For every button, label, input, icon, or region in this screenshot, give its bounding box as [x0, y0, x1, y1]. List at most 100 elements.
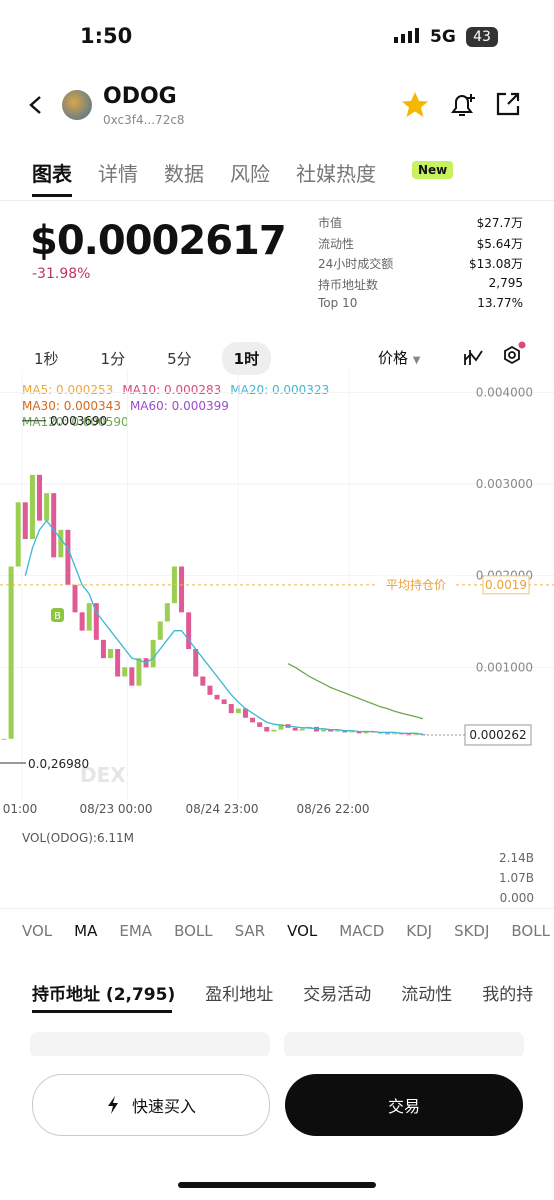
signal-icon [394, 28, 419, 43]
bottom-tab[interactable]: 盈利地址 [205, 985, 274, 1005]
ma-line [287, 663, 424, 720]
stat-value: $27.7万 [476, 216, 523, 230]
indicator-bar: VOL MA EMA BOLL SAR VOL MACD KDJ SKDJ BOLL [22, 922, 550, 940]
alert-button[interactable] [447, 90, 477, 120]
token-name: ODOG [103, 84, 177, 109]
x-tick-label: 08/24 23:00 [186, 802, 259, 816]
candle [58, 529, 64, 558]
x-tick-label: 08/23 00:00 [80, 802, 153, 816]
price-toggle[interactable]: 价格 ▼ [378, 349, 421, 367]
candle [164, 603, 170, 622]
candle [79, 612, 85, 631]
indicator[interactable]: VOL [22, 922, 53, 940]
ma-legend-item: MA20: 0.000323 [230, 383, 330, 397]
candle [100, 639, 106, 659]
interval[interactable]: 1分 [100, 350, 126, 368]
indicator[interactable]: VOL [287, 922, 318, 940]
candle [299, 728, 305, 731]
tab-bar: 图表 详情 数据 风险 社媒热度 [32, 158, 376, 187]
stat-row: 市值 $27.7万 [318, 214, 523, 235]
indicator[interactable]: MA [74, 922, 98, 940]
candle [150, 639, 156, 668]
candle [129, 667, 135, 686]
bottom-tab[interactable]: 交易活动 [303, 985, 372, 1005]
indicator[interactable]: EMA [119, 922, 153, 940]
candle [221, 699, 227, 704]
stat-label: 24小时成交额 [318, 257, 394, 271]
volume-tick: 0.000 [499, 891, 534, 905]
volume-ticks: 2.14B 1.07B 0.000 [470, 848, 534, 908]
stat-label: 流动性 [318, 236, 355, 251]
tab[interactable]: 详情 [98, 162, 138, 186]
bottom-tabs: 持币地址 (2,795) 盈利地址 交易活动 流动性 我的持 [32, 980, 533, 1005]
candle [86, 603, 92, 631]
tab[interactable]: 图表 [32, 162, 72, 186]
candle [392, 733, 398, 735]
quick-buy-label: 快速买入 [131, 1097, 196, 1116]
volume-tick: 2.14B [499, 851, 534, 865]
back-button[interactable] [26, 94, 46, 116]
indicator-button[interactable] [462, 346, 484, 368]
candle [242, 708, 248, 718]
price-change: -31.98% [32, 266, 91, 282]
candle [250, 717, 256, 723]
indicator[interactable]: SKDJ [454, 922, 490, 940]
indicator[interactable]: KDJ [406, 922, 433, 940]
high-label: 0.003690 [50, 414, 107, 428]
stat-value: 13.77% [477, 296, 523, 310]
bottom-tab[interactable]: 流动性 [401, 985, 453, 1005]
candle [349, 731, 355, 733]
tab[interactable]: 社媒热度 [296, 162, 376, 186]
x-tick-label: 08/26 22:00 [297, 802, 370, 816]
volume-tick: 1.07B [499, 871, 534, 885]
candle [363, 731, 369, 734]
bottom-tab[interactable]: 我的持 [482, 985, 534, 1005]
candle [406, 734, 412, 736]
indicator[interactable]: BOLL [511, 922, 550, 940]
candle [292, 727, 298, 731]
bottom-tab[interactable]: 持币地址 (2,795) [32, 985, 176, 1005]
interval[interactable]: 5分 [167, 350, 192, 368]
quick-buy-button[interactable]: 快速买入 [32, 1074, 270, 1136]
new-badge: New [412, 161, 454, 179]
candle [108, 649, 114, 659]
candle [93, 603, 99, 640]
ma-line [24, 519, 424, 735]
stat-value: 2,795 [488, 275, 523, 290]
stat-row: 持币地址数 2,795 [318, 276, 523, 297]
indicator[interactable]: MACD [339, 922, 385, 940]
watermark: DEX [80, 763, 126, 787]
candle [321, 729, 327, 732]
indicator[interactable]: BOLL [174, 922, 213, 940]
price: $0.0002617 [30, 218, 287, 264]
candle [335, 730, 341, 732]
token-address[interactable]: 0xc3f4...72c8 [103, 113, 185, 127]
settings-button[interactable] [500, 340, 526, 368]
tab[interactable]: 数据 [164, 162, 204, 186]
trade-button[interactable]: 交易 [285, 1074, 523, 1136]
candle [271, 729, 277, 732]
price-chart: 0.0040000.0030000.0020000.00100001:0008/… [0, 370, 554, 816]
candle [200, 676, 206, 686]
share-button[interactable] [494, 90, 522, 118]
candle [384, 733, 390, 735]
stat-row: Top 10 13.77% [318, 296, 523, 317]
stat-label: 持币地址数 [318, 277, 379, 292]
volume-label: VOL(ODOG):6.11M [22, 831, 135, 845]
tab[interactable]: 风险 [230, 162, 270, 186]
favorite-star[interactable] [400, 90, 430, 120]
candle [37, 474, 43, 521]
indicator[interactable]: SAR [234, 922, 266, 940]
stat-value: $5.64万 [476, 236, 523, 251]
interval[interactable]: 1秒 [34, 350, 59, 368]
low-label: 0.0,26980 [28, 757, 89, 771]
candle [186, 612, 192, 649]
trade-marker-label: B [54, 611, 61, 622]
avg-cost-label: 平均持仓价 [386, 577, 446, 592]
battery: 43 [466, 27, 498, 47]
divider [0, 908, 554, 909]
candle [278, 724, 284, 730]
interval[interactable]: 1时 [221, 342, 272, 375]
candle [328, 729, 334, 732]
